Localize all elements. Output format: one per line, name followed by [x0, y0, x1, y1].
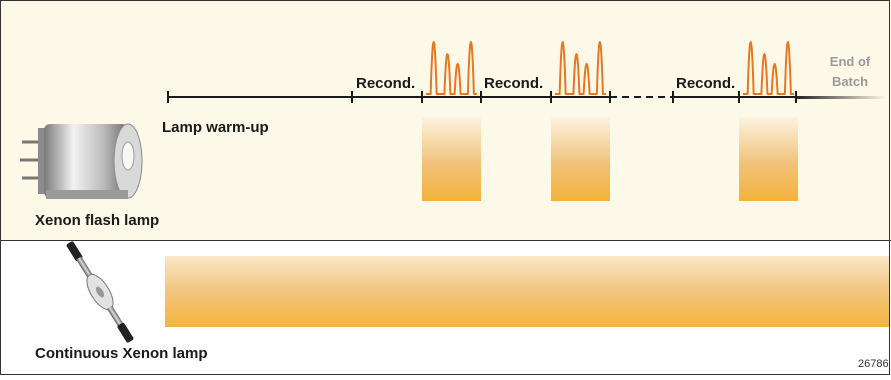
- recond-label-3: Recond.: [676, 75, 735, 92]
- flash-peaks-1: [426, 41, 477, 95]
- lamp-warmup-label: Lamp warm-up: [162, 119, 269, 136]
- recond-label-2: Recond.: [484, 75, 543, 92]
- continuous-output-bar: [165, 256, 889, 327]
- recond-label-1: Recond.: [356, 75, 415, 92]
- flash-pulse-bar-2: [551, 117, 610, 201]
- continuous-xenon-lamp-icon: [66, 241, 134, 343]
- flash-peaks-2: [555, 41, 606, 95]
- timeline: [165, 41, 889, 327]
- xenon-flash-lamp-label: Xenon flash lamp: [35, 212, 159, 229]
- xenon-flash-lamp-icon: [20, 123, 143, 199]
- flash-peaks-3: [743, 41, 794, 95]
- timeline-fade-segment: [796, 96, 886, 99]
- flash-pulse-bar-3: [739, 117, 798, 201]
- flash-pulse-bar-1: [422, 117, 481, 201]
- continuous-xenon-lamp-label: Continuous Xenon lamp: [35, 345, 208, 362]
- end-of-batch-line-2: Batch: [832, 74, 868, 89]
- figure-id: 26786: [858, 358, 889, 370]
- end-of-batch-line-1: End of: [830, 54, 871, 69]
